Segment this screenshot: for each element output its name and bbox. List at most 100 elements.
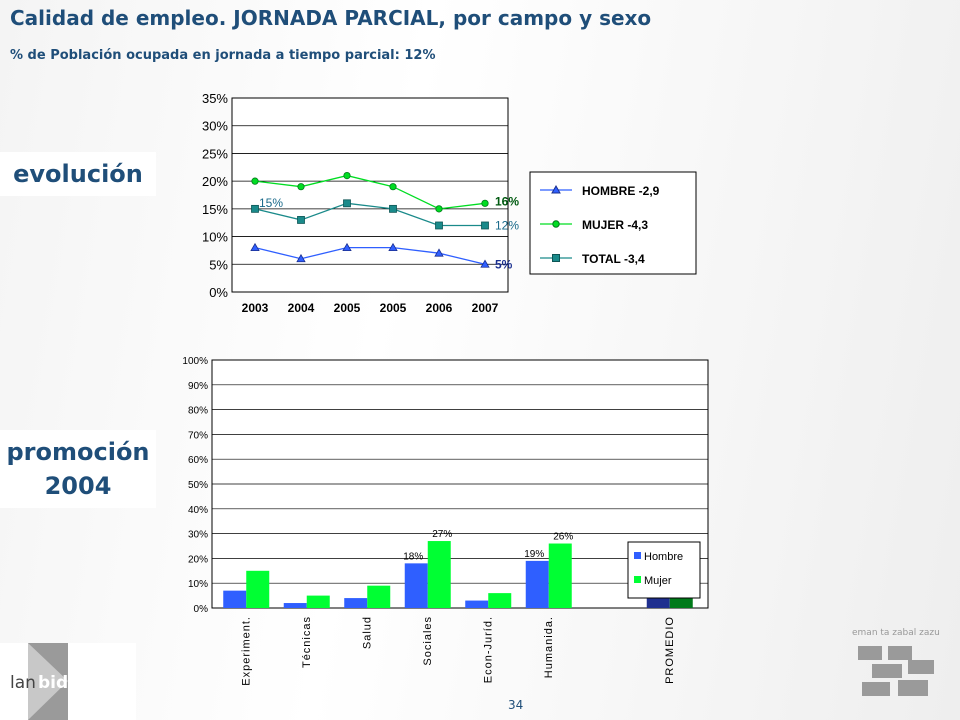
line-series-circle bbox=[254, 174, 486, 210]
bar-y-tick-label: 50% bbox=[188, 480, 208, 491]
page-subtitle: % de Población ocupada en jornada a tiem… bbox=[10, 48, 436, 63]
line-legend-marker bbox=[551, 184, 561, 194]
line-annotation: 5% bbox=[495, 257, 513, 271]
bar-y-tick-label: 40% bbox=[188, 505, 208, 516]
promocion-label-line1: promoción bbox=[6, 438, 150, 466]
bar-mujer bbox=[548, 543, 572, 608]
bar-y-tick-label: 0% bbox=[194, 604, 209, 615]
bar-x-tick-label: Experiment. bbox=[240, 616, 252, 686]
bar-y-tick-label: 60% bbox=[188, 455, 208, 466]
line-y-tick-label: 0% bbox=[209, 285, 228, 300]
line-x-tick-label: 2004 bbox=[288, 301, 315, 315]
line-y-tick-label: 5% bbox=[209, 257, 228, 272]
bar-mujer bbox=[246, 570, 270, 608]
bar-hombre bbox=[344, 598, 368, 608]
line-point-mujer bbox=[435, 205, 443, 213]
line-legend-marker bbox=[552, 254, 560, 262]
bar-y-tick-label: 90% bbox=[188, 381, 208, 392]
bar-hombre bbox=[525, 560, 549, 608]
line-legend-label: HOMBRE -2,9 bbox=[582, 184, 660, 198]
line-x-tick-label: 2005 bbox=[380, 301, 407, 315]
line-point-hombre bbox=[250, 242, 260, 252]
line-x-tick-label: 2007 bbox=[472, 301, 499, 315]
bar-hombre bbox=[404, 563, 428, 608]
line-point-total bbox=[435, 221, 443, 230]
line-annotation: 12% bbox=[495, 218, 519, 232]
bar-hombre bbox=[465, 600, 489, 608]
line-legend-label: TOTAL -3,4 bbox=[582, 252, 645, 266]
line-point-total bbox=[343, 199, 351, 208]
promocion-label: promoción 2004 bbox=[0, 430, 156, 508]
bar-y-tick-label: 70% bbox=[188, 430, 208, 441]
line-point-mujer bbox=[389, 183, 397, 191]
evolucion-label: evolución bbox=[0, 152, 156, 196]
university-logo: eman ta zabal zazu bbox=[852, 628, 952, 708]
line-y-tick-label: 35% bbox=[202, 91, 228, 106]
line-y-tick-label: 30% bbox=[202, 119, 228, 134]
bar-legend-swatch bbox=[634, 576, 641, 583]
line-y-tick-label: 15% bbox=[202, 202, 228, 217]
bar-mujer bbox=[427, 541, 451, 608]
bar-mujer bbox=[367, 585, 391, 608]
line-series-square bbox=[254, 202, 485, 227]
line-annotation: 16% bbox=[495, 194, 519, 208]
bar-legend-label: Hombre bbox=[644, 551, 683, 563]
bar-data-label: 26% bbox=[553, 532, 573, 543]
bar-y-tick-label: 100% bbox=[182, 356, 208, 367]
bar-hombre bbox=[283, 603, 307, 608]
bar-hombre bbox=[223, 590, 247, 608]
lanbide-logo-bide: bide bbox=[38, 673, 80, 693]
lanbide-logo-shape bbox=[28, 643, 68, 720]
bar-legend-label: Mujer bbox=[644, 575, 672, 587]
bar-hombre bbox=[646, 595, 670, 608]
bar-y-tick-label: 30% bbox=[188, 530, 208, 541]
bar-data-label: 27% bbox=[432, 529, 452, 540]
bar-legend-box bbox=[627, 541, 701, 599]
line-annotation: 15% bbox=[259, 196, 283, 210]
lanbide-logo: lan bide bbox=[0, 643, 136, 720]
line-y-tick-label: 25% bbox=[202, 146, 228, 161]
line-y-tick-label: 20% bbox=[202, 174, 228, 189]
bar-x-tick-label: Técnicas bbox=[301, 616, 313, 668]
evolution-line-chart: 0% 5% 10% 15% 20% 25% 30% 35% 2003 2004 2005 2005 20… bbox=[202, 91, 697, 315]
page-title: Calidad de empleo. JORNADA PARCIAL, por … bbox=[10, 6, 652, 30]
bar-y-tick-label: 20% bbox=[188, 554, 208, 565]
bar-legend-swatch bbox=[634, 552, 641, 559]
line-point-hombre bbox=[342, 242, 352, 252]
university-logo-mark bbox=[858, 646, 934, 696]
bar-mujer bbox=[306, 595, 330, 608]
line-point-hombre bbox=[480, 259, 490, 268]
line-legend-label: MUJER -4,3 bbox=[582, 218, 648, 232]
bar-x-tick-label: Sociales bbox=[422, 616, 434, 666]
page-number: 34 bbox=[508, 698, 524, 712]
bar-data-label: 19% bbox=[524, 549, 544, 560]
line-point-total bbox=[389, 204, 397, 213]
line-point-mujer bbox=[343, 172, 351, 180]
line-point-mujer bbox=[297, 183, 305, 191]
line-point-hombre bbox=[388, 242, 398, 252]
bar-x-tick-label: Humanida. bbox=[543, 616, 555, 678]
bar-x-tick-label: Salud bbox=[361, 616, 373, 649]
university-logo-caption: eman ta zabal zazu bbox=[852, 628, 940, 638]
line-point-hombre bbox=[434, 248, 444, 257]
bar-x-tick-label: Econ-Juríd. bbox=[482, 616, 494, 683]
bar-mujer bbox=[488, 593, 512, 608]
lanbide-logo-lan: lan bbox=[10, 673, 36, 693]
line-point-total bbox=[297, 216, 305, 224]
line-point-total bbox=[481, 221, 489, 230]
line-x-tick-label: 2005 bbox=[334, 301, 361, 315]
bar-data-label: 18% bbox=[403, 551, 423, 562]
promocion-label-line2: 2004 bbox=[44, 472, 112, 500]
line-legend-marker bbox=[552, 220, 560, 228]
line-point-hombre bbox=[296, 253, 306, 263]
line-x-tick-label: 2006 bbox=[426, 301, 453, 315]
bar-x-tick-label: PROMEDIO bbox=[664, 616, 676, 684]
line-y-tick-label: 10% bbox=[202, 230, 228, 245]
line-point-total bbox=[251, 204, 259, 213]
line-series-triangle bbox=[254, 247, 486, 265]
line-plot-area bbox=[231, 97, 509, 293]
line-x-tick-label: 2003 bbox=[242, 301, 269, 315]
line-point-mujer bbox=[481, 199, 489, 207]
bar-y-tick-label: 10% bbox=[188, 579, 208, 590]
promotion-bar-chart: 0% 10% 20% 30% 40% 50% 60% 70% 80% 90% 100% Experim… bbox=[182, 356, 709, 686]
